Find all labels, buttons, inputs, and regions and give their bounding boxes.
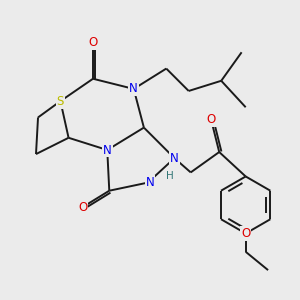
Text: O: O (241, 227, 250, 240)
Text: N: N (146, 176, 154, 189)
Text: H: H (167, 172, 174, 182)
Text: S: S (57, 94, 64, 108)
Text: O: O (88, 36, 98, 49)
Text: O: O (78, 200, 87, 214)
Text: N: N (170, 152, 179, 165)
Text: O: O (206, 113, 216, 126)
Text: N: N (129, 82, 138, 95)
Text: N: N (103, 143, 112, 157)
